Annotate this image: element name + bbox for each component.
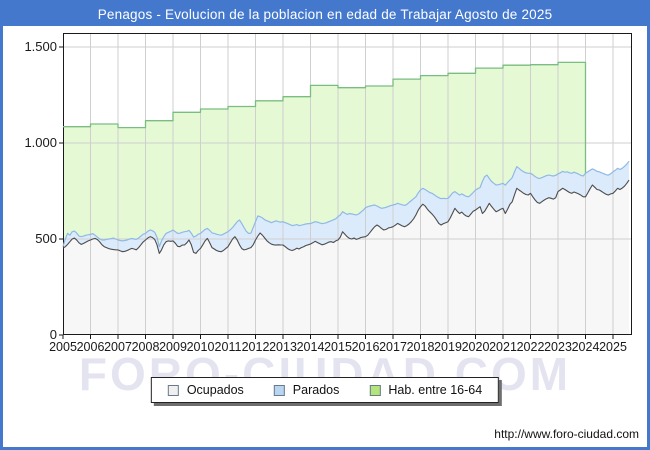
y-tick-label: 1.000 (24, 135, 57, 150)
x-tick-label: 2015 (324, 340, 352, 354)
x-tick-label: 2006 (76, 340, 105, 354)
x-tick-label: 2007 (104, 340, 132, 354)
legend-label-hab-16-64: Hab. entre 16-64 (388, 383, 483, 397)
x-tick-label: 2008 (131, 340, 160, 354)
x-tick-label: 2011 (214, 340, 242, 354)
x-tick-label: 2005 (49, 340, 77, 354)
legend-item-hab-16-64: Hab. entre 16-64 (369, 383, 482, 397)
x-tick-label: 2009 (159, 340, 187, 354)
y-tick-label: 1.500 (24, 39, 57, 54)
x-tick-label: 2022 (516, 340, 545, 354)
x-tick-label: 2025 (599, 340, 627, 354)
page-title: Penagos - Evolucion de la poblacion en e… (97, 7, 553, 22)
x-tick-label: 2023 (544, 340, 572, 354)
x-tick-label: 2012 (241, 340, 270, 354)
legend-label-ocupados: Ocupados (186, 383, 244, 397)
legend-swatch-ocupados (167, 384, 179, 396)
x-tick-label: 2024 (571, 340, 600, 354)
site-url: http://www.foro-ciudad.com (494, 427, 639, 441)
y-tick-label: 500 (35, 231, 57, 246)
x-tick-label: 2016 (351, 340, 380, 354)
legend-swatch-hab-16-64 (369, 384, 381, 396)
title-bar: Penagos - Evolucion de la poblacion en e… (3, 3, 647, 26)
legend-item-ocupados: Ocupados (167, 383, 244, 397)
x-tick-label: 2017 (379, 340, 407, 354)
legend-item-parados: Parados (273, 383, 340, 397)
x-tick-label: 2014 (296, 340, 325, 354)
legend: Ocupados Parados Hab. entre 16-64 (150, 377, 500, 403)
legend-swatch-parados (273, 384, 285, 396)
x-tick-label: 2020 (461, 340, 490, 354)
chart-plot-area (59, 33, 632, 339)
legend-label-parados: Parados (292, 383, 340, 397)
x-tick-label: 2021 (489, 340, 517, 354)
x-tick-label: 2013 (269, 340, 297, 354)
x-tick-label: 2018 (406, 340, 435, 354)
y-tick-label: 0 (49, 327, 57, 342)
x-tick-label: 2019 (434, 340, 462, 354)
x-tick-label: 2010 (186, 340, 215, 354)
